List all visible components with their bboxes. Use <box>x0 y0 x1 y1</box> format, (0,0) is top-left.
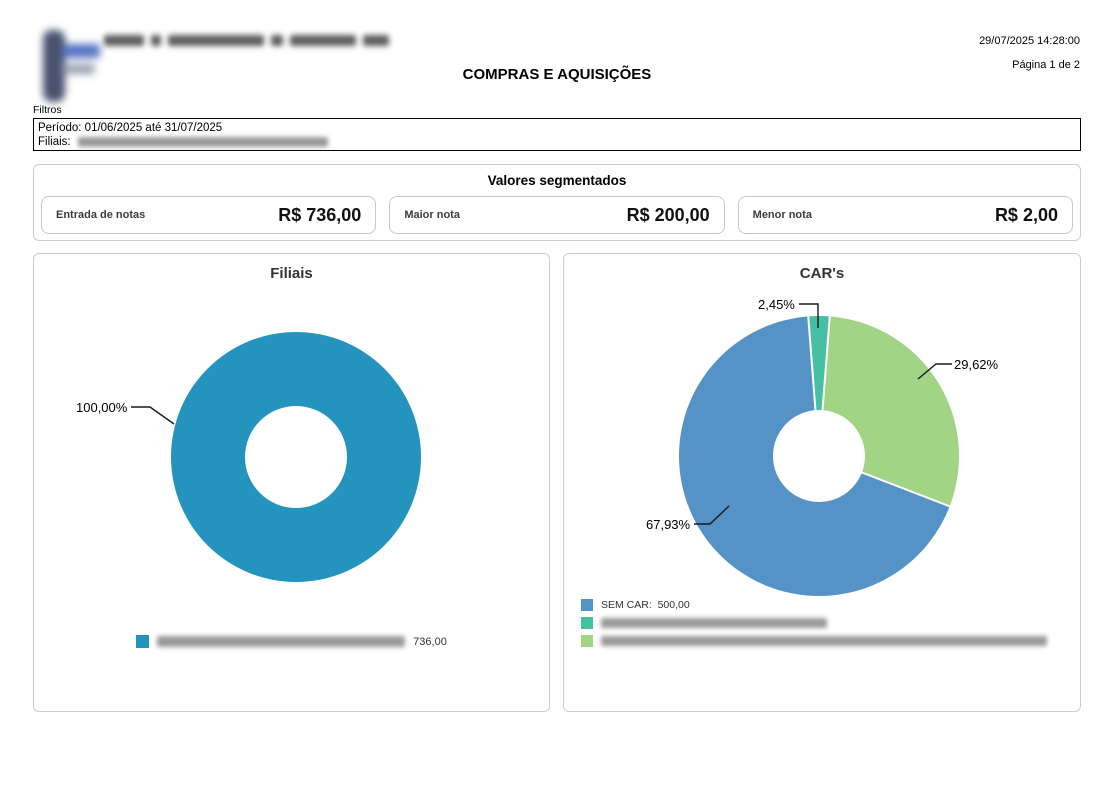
logo-shape <box>62 64 95 74</box>
redacted-word <box>271 34 283 46</box>
card-value: R$ 200,00 <box>626 204 710 225</box>
filter-filiais-value-redacted <box>77 136 328 147</box>
summary-panel: Valores segmentados Entrada de notas R$ … <box>33 164 1081 241</box>
filiais-legend: 736,00 <box>34 635 549 648</box>
donut-hole <box>245 406 347 508</box>
legend-swatch <box>581 635 593 647</box>
chart-title-cars: CAR's <box>799 265 845 282</box>
company-name-redacted <box>104 33 389 47</box>
chart-title-filiais: Filiais <box>270 265 313 282</box>
card-label: Maior nota <box>404 209 460 221</box>
cars-donut <box>679 316 959 596</box>
page-indicator: Página 1 de 2 <box>1012 59 1080 71</box>
chart-panel-filiais: Filiais 100,00% 736,00 <box>33 253 550 712</box>
legend-swatch <box>581 617 593 629</box>
card-label: Menor nota <box>752 209 812 221</box>
report-datetime: 29/07/2025 14:28:00 <box>979 35 1080 47</box>
filiais-donut <box>171 332 421 582</box>
legend-name-redacted <box>601 636 1047 646</box>
summary-title: Valores segmentados <box>487 173 627 188</box>
percent-label-67-93: 67,93% <box>646 517 691 532</box>
redacted-word <box>151 34 161 46</box>
report-title: COMPRAS E AQUISIÇÕES <box>462 66 652 83</box>
filter-filiais: Filiais: <box>38 135 1076 149</box>
logo-shape <box>62 44 100 58</box>
filters-box: Período: 01/06/2025 até 31/07/2025 Filia… <box>33 118 1081 151</box>
filter-filiais-label: Filiais: <box>38 136 71 148</box>
legend-row-redacted <box>581 635 1047 647</box>
donut-hole <box>773 410 865 502</box>
legend-row-redacted <box>581 617 1047 629</box>
logo-shape <box>43 30 65 102</box>
percent-label-100: 100,00% <box>76 400 128 415</box>
legend-name-redacted <box>601 618 827 628</box>
legend-swatch <box>581 599 593 611</box>
redacted-word <box>104 34 144 46</box>
cars-legend: SEM CAR: 500,00 <box>581 599 1047 647</box>
card-value: R$ 2,00 <box>994 204 1058 225</box>
leader-line-100 <box>131 406 175 425</box>
card-label: Entrada de notas <box>56 209 146 221</box>
company-logo-blurred <box>36 27 100 105</box>
card-menor-nota: Menor nota R$ 2,00 <box>737 196 1073 234</box>
card-entrada-de-notas: Entrada de notas R$ 736,00 <box>41 196 377 234</box>
legend-name-redacted <box>157 636 406 647</box>
redacted-word <box>168 34 264 46</box>
percent-label-2-45: 2,45% <box>758 297 795 312</box>
redacted-word <box>290 34 356 46</box>
card-value: R$ 736,00 <box>278 204 362 225</box>
card-maior-nota: Maior nota R$ 200,00 <box>389 196 725 234</box>
legend-value: 736,00 <box>413 635 447 648</box>
legend-label: SEM CAR: 500,00 <box>601 599 690 611</box>
redacted-word <box>363 34 389 46</box>
filter-period: Período: 01/06/2025 até 31/07/2025 <box>38 122 223 134</box>
legend-swatch <box>136 635 150 648</box>
filters-label: Filtros <box>33 104 62 116</box>
legend-row-sem-car: SEM CAR: 500,00 <box>581 599 1047 611</box>
summary-cards: Entrada de notas R$ 736,00 Maior nota R$… <box>34 188 1080 234</box>
percent-label-29-62: 29,62% <box>954 357 999 372</box>
chart-panel-cars: CAR's 2,45% 29,62% 67,93% SEM CAR: 500,0… <box>563 253 1081 712</box>
